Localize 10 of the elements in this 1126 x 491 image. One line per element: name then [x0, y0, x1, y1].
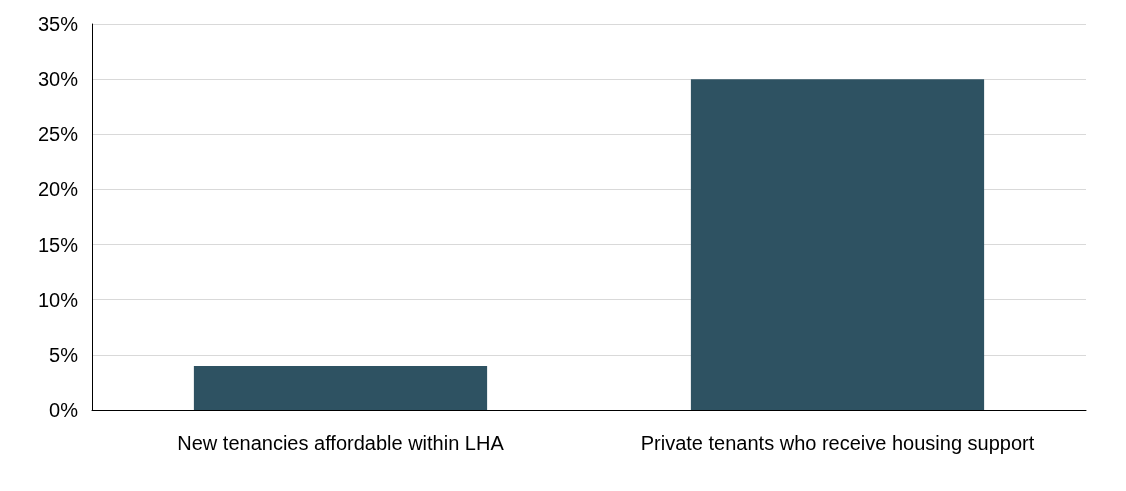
y-tick-label: 10%: [37, 288, 79, 311]
y-tick-label: 30%: [37, 68, 79, 91]
y-tick-label: 20%: [37, 178, 79, 201]
y-tick-label: 25%: [37, 123, 79, 146]
y-tick-label: 15%: [37, 233, 79, 256]
x-tick-label: New tenancies affordable within LHA: [177, 432, 505, 454]
y-tick-label: 0%: [49, 399, 79, 421]
y-tick-label: 35%: [37, 13, 79, 35]
y-tick-label: 5%: [49, 343, 79, 366]
x-tick-label: Private tenants who receive housing support: [640, 432, 1035, 454]
